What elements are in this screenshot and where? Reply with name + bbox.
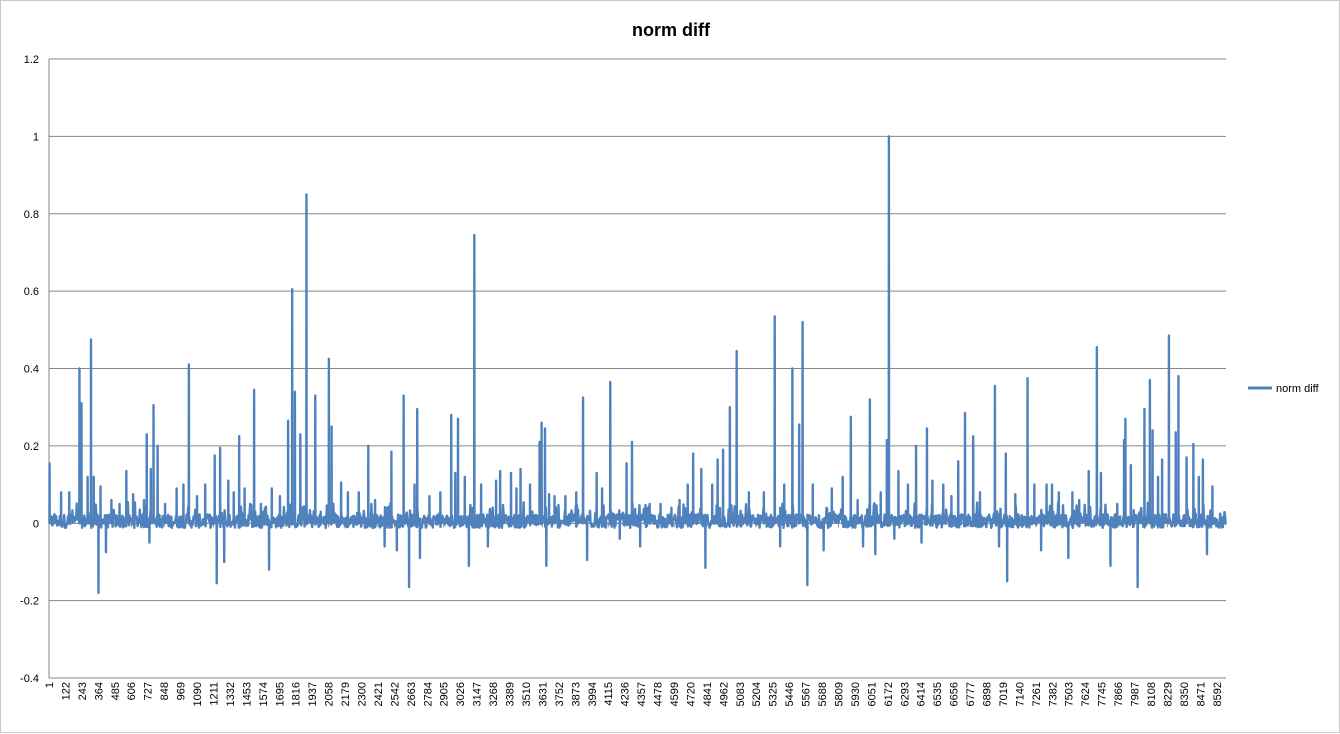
x-tick-label: 4720 (685, 682, 697, 706)
x-tick-label: 5083 (735, 682, 747, 706)
x-tick-label: 1 (44, 682, 56, 688)
x-tick-label: 8471 (1195, 682, 1207, 706)
x-tick-label: 2179 (340, 682, 352, 706)
x-tick-label: 3752 (554, 682, 566, 706)
x-tick-label: 8592 (1212, 682, 1224, 706)
y-tick-label: 0.4 (24, 364, 39, 376)
x-tick-label: 4236 (620, 682, 632, 706)
x-tick-label: 6172 (883, 682, 895, 706)
x-tick-label: 7019 (998, 682, 1010, 706)
x-tick-label: 2663 (406, 682, 418, 706)
chart-title: norm diff (632, 20, 711, 40)
x-tick-label: 606 (126, 682, 138, 700)
y-tick-label: 0.2 (24, 441, 39, 453)
x-tick-label: 7866 (1113, 682, 1125, 706)
x-tick-label: 3268 (488, 682, 500, 706)
legend: norm diff (1248, 383, 1320, 395)
x-tick-label: 122 (60, 682, 72, 700)
legend-label: norm diff (1276, 383, 1320, 395)
x-tick-label: 1211 (208, 682, 220, 706)
x-tick-label: 6414 (916, 682, 928, 706)
x-tick-label: 4841 (702, 682, 714, 706)
x-tick-label: 1816 (291, 682, 303, 706)
y-tick-label: 1 (33, 131, 39, 143)
x-tick-label: 243 (77, 682, 89, 700)
x-tick-label: 969 (176, 682, 188, 700)
x-tick-label: 2784 (422, 682, 434, 706)
series-layer (49, 136, 1226, 593)
x-tick-label: 3026 (455, 682, 467, 706)
x-tick-label: 6535 (932, 682, 944, 706)
x-tick-label: 8108 (1146, 682, 1158, 706)
x-tick-label: 364 (93, 682, 105, 700)
x-tick-label: 2300 (356, 682, 368, 706)
x-tick-label: 1574 (258, 682, 270, 706)
x-tick-label: 485 (110, 682, 122, 700)
x-tick-label: 5809 (833, 682, 845, 706)
x-tick-label: 4478 (653, 682, 665, 706)
x-tick-label: 4357 (636, 682, 648, 706)
x-tick-label: 7140 (1014, 682, 1026, 706)
x-tick-label: 7624 (1080, 682, 1092, 706)
x-tick-label: 1937 (307, 682, 319, 706)
x-tick-label: 5325 (768, 682, 780, 706)
x-tick-label: 3147 (472, 682, 484, 706)
x-tick-label: 2421 (373, 682, 385, 706)
x-tick-label: 5204 (751, 682, 763, 706)
x-tick-label: 2058 (324, 682, 336, 706)
x-tick-label: 8350 (1179, 682, 1191, 706)
x-tick-label: 4962 (718, 682, 730, 706)
x-tick-label: 1453 (241, 682, 253, 706)
y-tick-label: -0.2 (20, 596, 39, 608)
x-tick-label: 1332 (225, 682, 237, 706)
x-tick-label: 6051 (866, 682, 878, 706)
x-tick-label: 6293 (899, 682, 911, 706)
y-tick-label: 0.6 (24, 286, 39, 298)
x-tick-label: 848 (159, 682, 171, 700)
x-tick-label: 7987 (1130, 682, 1142, 706)
gridlines (49, 59, 1226, 678)
x-tick-label: 6777 (965, 682, 977, 706)
y-tick-label: 1.2 (24, 54, 39, 66)
y-tick-label: -0.4 (20, 673, 39, 685)
x-tick-label: 5567 (801, 682, 813, 706)
x-tick-label: 7745 (1097, 682, 1109, 706)
x-tick-label: 7261 (1031, 682, 1043, 706)
x-tick-label: 3873 (570, 682, 582, 706)
x-tick-label: 1090 (192, 682, 204, 706)
x-tick-label: 3389 (505, 682, 517, 706)
x-tick-label: 8229 (1162, 682, 1174, 706)
x-tick-label: 3631 (537, 682, 549, 706)
series-line-norm-diff (49, 136, 1226, 593)
x-tick-label: 6656 (949, 682, 961, 706)
axes: 1.2 1 0.8 0.6 0.4 0.2 0 -0.2 -0.4 1 122 243 364 485 60… (20, 54, 1226, 706)
x-tick-label: 727 (143, 682, 155, 700)
y-tick-label: 0 (33, 518, 39, 530)
x-tick-label: 5446 (784, 682, 796, 706)
x-tick-label: 7503 (1064, 682, 1076, 706)
x-tick-label: 4115 (603, 682, 615, 706)
x-tick-label: 1695 (274, 682, 286, 706)
x-tick-label: 3510 (521, 682, 533, 706)
y-tick-label: 0.8 (24, 209, 39, 221)
x-tick-label: 7382 (1047, 682, 1059, 706)
x-tick-label: 6898 (981, 682, 993, 706)
x-tick-label: 4599 (669, 682, 681, 706)
x-tick-label: 5930 (850, 682, 862, 706)
x-tick-label: 3994 (587, 682, 599, 706)
x-tick-label: 5688 (817, 682, 829, 706)
x-tick-label: 2905 (439, 682, 451, 706)
x-tick-label: 2542 (389, 682, 401, 706)
